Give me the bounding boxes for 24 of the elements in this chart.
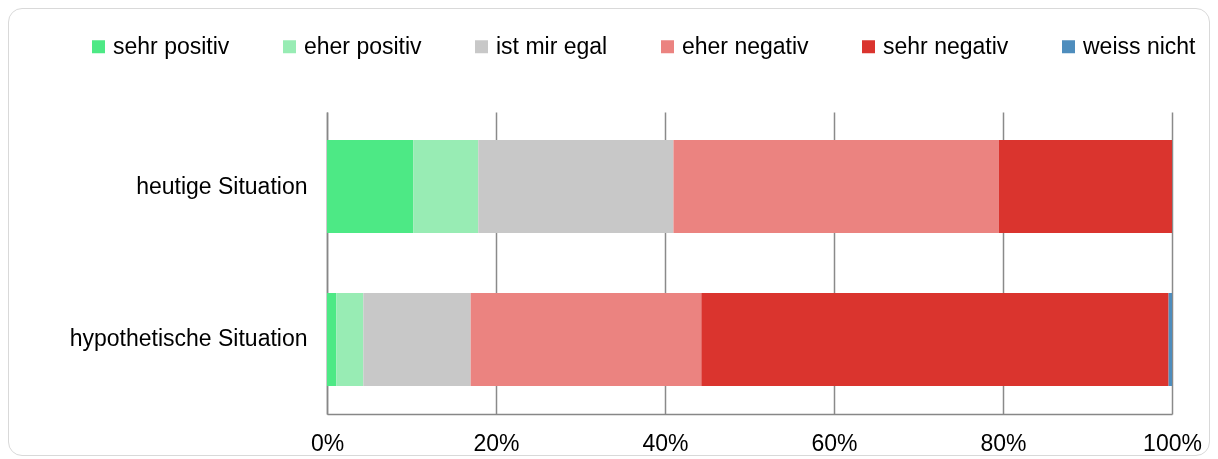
x-tick-label: 60% [811, 429, 858, 456]
x-tick-label: 20% [473, 429, 520, 456]
legend-label: eher positiv [304, 32, 423, 59]
bar [327, 140, 414, 234]
x-tick-label: 80% [980, 429, 1027, 456]
y-tick-label: hypothetische Situation [69, 325, 308, 352]
bar [413, 140, 479, 234]
legend-label: ist mir egal [496, 32, 608, 59]
bar [478, 140, 674, 234]
legend-label: sehr negativ [883, 32, 1009, 59]
bar [336, 292, 364, 386]
bar [327, 292, 337, 386]
y-tick-label: heutige Situation [136, 172, 308, 199]
x-tick-label: 100% [1143, 429, 1202, 456]
x-tick-label: 0% [310, 429, 345, 456]
bar [998, 140, 1172, 234]
legend-label: weiss nicht [1082, 32, 1197, 59]
bar [363, 292, 471, 386]
bar [470, 292, 702, 386]
bar [701, 292, 1169, 386]
bar [673, 140, 999, 234]
legend-label: eher negativ [682, 32, 810, 59]
x-tick-label: 40% [642, 429, 689, 456]
legend-label: sehr positiv [113, 32, 230, 59]
